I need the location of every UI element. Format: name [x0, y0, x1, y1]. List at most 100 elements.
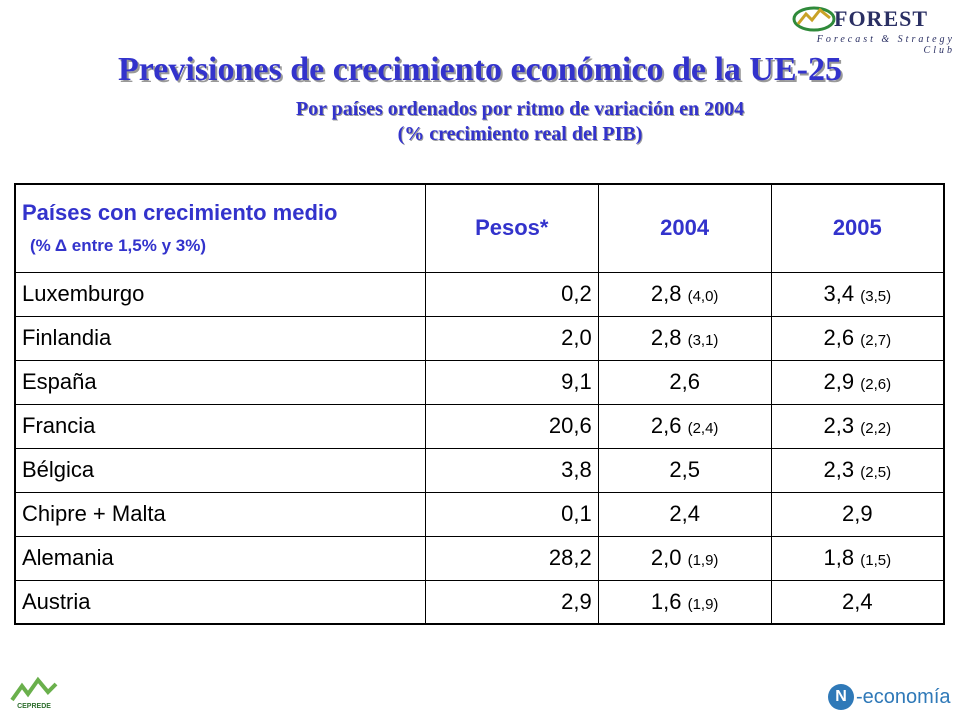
table-row: Alemania 28,2 2,0 (1,9) 1,8 (1,5)	[14, 535, 945, 581]
weight-cell: 28,2	[424, 535, 599, 581]
subtitle-line-1: Por países ordenados por ritmo de variac…	[295, 98, 745, 120]
n-economia-text: -economía	[856, 686, 951, 708]
cepade-logo: CEPREDE	[8, 676, 60, 716]
weight-cell-value: 20,6	[548, 413, 592, 438]
growth-2005-cell-value: 1,8	[823, 545, 855, 570]
growth-2005-cell: 2,9	[770, 491, 945, 537]
growth-2004-cell: 1,6 (1,9)	[597, 579, 772, 625]
growth-2005-cell-previous-forecast: (2,5)	[860, 464, 892, 481]
growth-2005-cell: 2,6 (2,7)	[770, 315, 945, 361]
country-cell: Chipre + Malta	[14, 491, 426, 537]
header-country-label: Países con crecimiento medio	[22, 200, 338, 226]
growth-2005-cell-value: 2,9	[842, 501, 873, 526]
page-title: Previsiones de crecimiento económico de …	[118, 51, 842, 88]
growth-table: Países con crecimiento medio (% Δ entre …	[14, 183, 945, 625]
growth-2004-cell: 2,6	[597, 359, 772, 405]
header-2004: 2004	[597, 183, 772, 273]
n-circle-icon: N	[828, 684, 854, 710]
cepade-logo-text: CEPREDE	[17, 703, 51, 710]
weight-cell-value: 0,2	[561, 281, 592, 306]
forest-logo-name: FOREST	[834, 6, 929, 31]
weight-cell: 2,9	[424, 579, 599, 625]
weight-cell: 20,6	[424, 403, 599, 449]
weight-cell: 0,1	[424, 491, 599, 537]
header-country-note: (% Δ entre 1,5% y 3%)	[30, 236, 206, 256]
weight-cell-value: 2,9	[561, 588, 592, 614]
country-cell: Finlandia	[14, 315, 426, 361]
growth-2004-cell-value: 2,8	[650, 281, 682, 306]
growth-2005-cell-previous-forecast: (3,5)	[860, 288, 892, 305]
growth-2005-cell-previous-forecast: (2,2)	[860, 420, 892, 437]
growth-2005-cell-value: 3,4	[823, 281, 855, 306]
forest-swoosh-icon	[792, 6, 836, 32]
weight-cell: 9,1	[424, 359, 599, 405]
growth-2005-cell-previous-forecast: (1,5)	[860, 552, 892, 569]
country-cell-value: Alemania	[22, 545, 114, 570]
table-row: Finlandia 2,0 2,8 (3,1) 2,6 (2,7)	[14, 315, 945, 361]
table-row: Austria 2,9 1,6 (1,9) 2,4	[14, 579, 945, 625]
weight-cell-value: 3,8	[561, 457, 592, 482]
table-row: Luxemburgo 0,2 2,8 (4,0) 3,4 (3,5)	[14, 271, 945, 317]
growth-2005-cell-value: 2,9	[823, 369, 855, 394]
cepade-leaf-icon	[10, 676, 58, 702]
country-cell: Luxemburgo	[14, 271, 426, 317]
growth-2004-cell-value: 2,0	[650, 545, 682, 570]
growth-2004-cell-previous-forecast: (4,0)	[687, 288, 719, 305]
weight-cell: 0,2	[424, 271, 599, 317]
growth-2005-cell: 3,4 (3,5)	[770, 271, 945, 317]
growth-2005-cell-value: 2,4	[842, 588, 873, 614]
growth-2004-cell-value: 2,4	[669, 501, 700, 526]
country-cell: Bélgica	[14, 447, 426, 493]
growth-2004-cell-previous-forecast: (1,9)	[687, 552, 719, 569]
growth-2005-cell-value: 2,6	[823, 325, 855, 350]
table-header-row: Países con crecimiento medio (% Δ entre …	[14, 183, 945, 273]
country-cell-value: España	[22, 369, 97, 394]
growth-2005-cell-value: 2,3	[823, 413, 855, 438]
header-weights: Pesos*	[424, 183, 599, 273]
growth-2005-cell: 2,3 (2,2)	[770, 403, 945, 449]
growth-2004-cell-value: 2,8	[650, 325, 682, 350]
growth-2004-cell-value: 2,6	[669, 369, 700, 394]
growth-2005-cell-previous-forecast: (2,6)	[860, 376, 892, 393]
table-row: España 9,1 2,6 2,9 (2,6)	[14, 359, 945, 405]
country-cell-value: Austria	[22, 588, 91, 614]
growth-2004-cell: 2,0 (1,9)	[597, 535, 772, 581]
country-cell-value: Finlandia	[22, 325, 112, 350]
growth-2004-cell-value: 2,6	[650, 413, 682, 438]
weight-cell-value: 2,0	[561, 325, 592, 350]
growth-2005-cell-previous-forecast: (2,7)	[860, 332, 892, 349]
country-cell-value: Francia	[22, 413, 96, 438]
growth-2005-cell: 1,8 (1,5)	[770, 535, 945, 581]
forest-logo-tagline: Forecast & Strategy Club	[816, 34, 955, 56]
growth-2004-cell-previous-forecast: (1,9)	[687, 595, 719, 613]
country-cell: Francia	[14, 403, 426, 449]
weight-cell: 3,8	[424, 447, 599, 493]
country-cell: España	[14, 359, 426, 405]
growth-2004-cell: 2,5	[597, 447, 772, 493]
country-cell: Austria	[14, 579, 426, 625]
n-economia-logo: N -economía	[828, 682, 953, 714]
table-row: Bélgica 3,8 2,5 2,3 (2,5)	[14, 447, 945, 493]
country-cell: Alemania	[14, 535, 426, 581]
growth-2004-cell: 2,8 (3,1)	[597, 315, 772, 361]
growth-2005-cell: 2,4	[770, 579, 945, 625]
forest-logo: FOREST Forecast & Strategy Club	[790, 4, 955, 56]
subtitle-line-2: (% crecimiento real del PIB)	[397, 123, 643, 145]
growth-2004-cell-value: 1,6	[650, 588, 682, 614]
header-2005: 2005	[770, 183, 945, 273]
growth-2005-cell-value: 2,3	[823, 457, 855, 482]
growth-2004-cell: 2,4	[597, 491, 772, 537]
table-row: Chipre + Malta 0,1 2,4 2,9	[14, 491, 945, 537]
growth-2004-cell-previous-forecast: (3,1)	[687, 332, 719, 349]
header-country: Países con crecimiento medio (% Δ entre …	[14, 183, 426, 273]
weight-cell-value: 9,1	[561, 369, 592, 394]
country-cell-value: Bélgica	[22, 457, 95, 482]
table-row: Francia 20,6 2,6 (2,4) 2,3 (2,2)	[14, 403, 945, 449]
growth-2004-cell: 2,8 (4,0)	[597, 271, 772, 317]
growth-2004-cell-previous-forecast: (2,4)	[687, 420, 719, 437]
growth-2005-cell: 2,3 (2,5)	[770, 447, 945, 493]
weight-cell-value: 0,1	[561, 501, 592, 526]
country-cell-value: Chipre + Malta	[22, 501, 166, 526]
growth-2005-cell: 2,9 (2,6)	[770, 359, 945, 405]
weight-cell-value: 28,2	[548, 545, 592, 570]
